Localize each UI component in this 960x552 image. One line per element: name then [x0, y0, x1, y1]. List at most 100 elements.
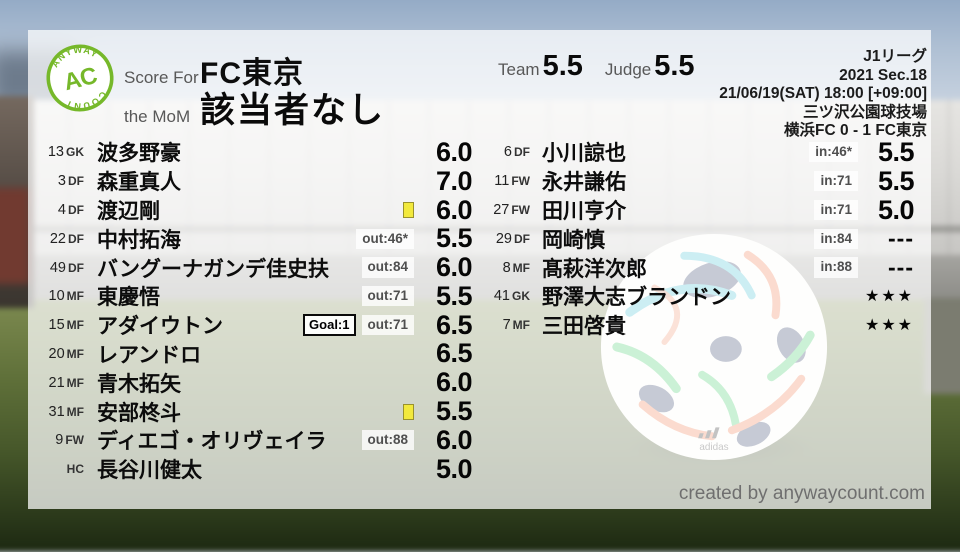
- player-name: 渡辺剛: [97, 200, 160, 223]
- player-row: 8 MF 髙萩洋次郎 in:88 ---: [490, 253, 914, 282]
- score-for-label: Score For: [124, 68, 199, 87]
- player-number-position: 20 MF: [38, 346, 84, 362]
- judge-average-label: Judge: [604, 60, 652, 79]
- player-name: 髙萩洋次郎: [542, 257, 647, 281]
- subs-column: 6 DF 小川諒也 in:46* 5.5 11 FW 永井謙佑 in:71 5.5 27 FW 田川亨介…: [490, 136, 915, 340]
- player-number: 15: [48, 317, 65, 334]
- score-card-panel: ANYWAY COUNT AC Score For FC東京 the MoM 該…: [28, 30, 931, 509]
- player-number-position: 29 DF: [490, 231, 530, 247]
- player-name: 東慶悟: [97, 286, 160, 310]
- player-position: MF: [66, 404, 84, 419]
- player-number: 8: [502, 259, 511, 276]
- player-row: HC 長谷川健太 5.0: [38, 454, 473, 484]
- player-score: 7.0: [435, 165, 473, 196]
- player-position: DF: [68, 174, 84, 189]
- player-score: 5.5: [877, 165, 915, 196]
- player-position: FW: [511, 174, 530, 189]
- player-score: 6.0: [435, 424, 473, 455]
- player-score: 6.0: [435, 136, 473, 167]
- player-name: ディエゴ・オリヴェイラ: [97, 430, 327, 454]
- player-name: 野澤大志ブランドン: [542, 286, 731, 310]
- player-row: 31 MF 安部柊斗 5.5: [38, 396, 473, 427]
- substitution-badge: in:84: [814, 228, 858, 249]
- player-score: ---: [888, 254, 914, 281]
- player-number: 6: [503, 144, 512, 161]
- player-row: 13 GK 波多野豪 6.0: [38, 136, 473, 167]
- substitution-badge: out:84: [361, 257, 414, 278]
- player-score: ★★★: [864, 317, 914, 335]
- substitution-badge: out:71: [361, 286, 414, 307]
- player-position: GK: [512, 289, 530, 304]
- substitution-badge: out:71: [361, 315, 414, 336]
- player-score: 6.0: [435, 252, 473, 283]
- player-position: DF: [68, 260, 84, 275]
- score-for-line: Score For FC東京: [124, 48, 304, 92]
- player-row: 29 DF 岡崎慎 in:84 ---: [490, 224, 914, 253]
- player-number: 27: [493, 201, 510, 218]
- player-position: MF: [512, 260, 530, 275]
- substitution-badge: out:46*: [356, 228, 414, 249]
- player-score: 5.5: [877, 136, 915, 167]
- player-number-position: 41 GK: [490, 288, 530, 304]
- player-number: 10: [48, 288, 65, 305]
- kickoff-datetime: 21/06/19(SAT) 18:00 [+09:00]: [719, 85, 927, 102]
- venue-name: 三ツ沢公園球技場: [802, 103, 927, 121]
- player-row: 27 FW 田川亨介 in:71 5.0: [490, 194, 915, 225]
- player-number: 3: [57, 173, 66, 190]
- player-name: 青木拓矢: [97, 372, 181, 396]
- credit-text: created by anywaycount.com: [678, 483, 925, 504]
- substitution-badge: in:71: [814, 199, 858, 221]
- player-number-position: 3 DF: [38, 173, 84, 189]
- player-number: 13: [47, 144, 64, 161]
- player-name: 波多野豪: [97, 142, 181, 166]
- player-number: 49: [49, 259, 66, 276]
- player-row: 22 DF 中村拓海 out:46* 5.5: [38, 223, 473, 253]
- anywaycount-logo-icon: ANYWAY COUNT AC: [46, 42, 114, 114]
- player-number-position: 49 DF: [38, 260, 84, 276]
- player-row: 11 FW 永井謙佑 in:71 5.5: [490, 165, 915, 196]
- season-section: 2021 Sec.18: [839, 66, 927, 84]
- player-row: 7 MF 三田啓貴 ★★★: [490, 311, 914, 340]
- player-row: 4 DF 渡辺剛 6.0: [38, 194, 473, 225]
- player-row: 49 DF バングーナガンデ佳史扶 out:84 6.0: [38, 252, 473, 283]
- player-position: FW: [511, 202, 530, 217]
- substitution-badge: in:46*: [809, 142, 858, 163]
- player-number: 21: [48, 374, 65, 391]
- starters-column: 13 GK 波多野豪 6.0 3 DF 森重真人 7.0 4 DF 渡辺剛 6.0 22 DF 中村拓海 ou…: [38, 136, 473, 484]
- player-score: 6.0: [435, 367, 473, 398]
- player-number: 11: [494, 173, 510, 190]
- player-row: 10 MF 東慶悟 out:71 5.5: [38, 281, 473, 311]
- player-number: 22: [49, 230, 66, 247]
- player-position: HC: [66, 462, 84, 477]
- player-score: ★★★: [864, 288, 914, 306]
- player-score: 5.0: [877, 194, 915, 225]
- player-number-position: 11 FW: [490, 173, 530, 189]
- match-info: J1リーグ 2021 Sec.18 21/06/19(SAT) 18:00 [+…: [719, 48, 927, 141]
- player-position: DF: [68, 202, 84, 217]
- player-number-position: 27 FW: [490, 202, 530, 218]
- player-position: GK: [66, 145, 84, 160]
- player-number-position: 15 MF: [38, 317, 84, 333]
- player-score: 6.0: [435, 194, 473, 225]
- player-number: 4: [57, 201, 66, 218]
- player-row: 3 DF 森重真人 7.0: [38, 165, 473, 196]
- substitution-badge: in:71: [814, 171, 858, 192]
- match-result: 横浜FC 0 - 1 FC東京: [784, 122, 927, 139]
- player-number-position: 6 DF: [490, 144, 530, 160]
- player-position: MF: [66, 375, 84, 390]
- player-position: MF: [512, 318, 530, 333]
- player-name: 永井謙佑: [542, 171, 626, 195]
- player-name: 田川亨介: [542, 200, 626, 223]
- player-score: 6.5: [435, 309, 473, 340]
- player-score: 5.5: [435, 396, 473, 427]
- judge-average-value: 5.5: [654, 50, 695, 82]
- player-number-position: 21 MF: [38, 375, 84, 391]
- player-number-position: HC: [38, 462, 84, 476]
- player-number: 20: [48, 345, 65, 362]
- yellow-card-icon: [403, 201, 414, 218]
- player-position: MF: [66, 289, 84, 304]
- left-red-structure: [0, 188, 30, 284]
- mom-label: the MoM: [124, 107, 191, 126]
- mom-line: the MoM 該当者なし: [124, 82, 385, 133]
- player-name: 中村拓海: [97, 228, 181, 252]
